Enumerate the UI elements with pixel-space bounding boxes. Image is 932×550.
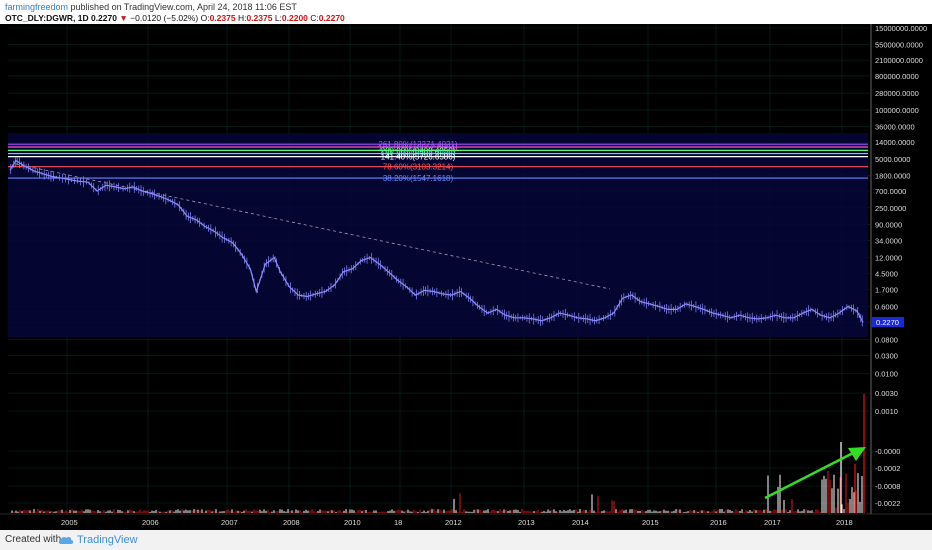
time-tick-label: 2017 [764,518,781,527]
price-tick-label: 280000.0000 [875,89,919,98]
arrow-line [764,450,856,500]
price-tick-label: 1.7000 [875,285,898,294]
fib-level-label: 38.20%(1547.1618) [383,174,454,183]
symbol-label: OTC_DLY:DGWR, 1D [5,13,89,23]
price-tag-box [872,317,904,327]
time-tick-label: 2006 [142,518,159,527]
last-price-tag: 0.2270 [872,317,904,327]
oscillator-tick-label: -0.0022 [875,499,900,508]
fib-level-label: 200.00%(8409.4350) [381,146,456,155]
last-price: 0.2270 [90,13,117,23]
price-tick-label: 36000.0000 [875,123,915,132]
open-label: O: [200,13,210,23]
oscillator-tick-label: -0.0002 [875,464,900,473]
time-axis[interactable]: 2005 2006 2007 2008 2010 18 2012 2013 2014 2015 20… [61,518,853,527]
fib-level-label: 78.60%(3103.3214) [383,163,454,172]
time-tick-label: 2014 [572,518,589,527]
author-link[interactable]: farmingfreedom [5,2,69,12]
time-tick-label: 2005 [61,518,78,527]
price-tick-label: 800000.0000 [875,72,919,81]
price-tick-label: 100000.0000 [875,106,919,115]
price-tick-label: 0.0030 [875,389,898,398]
price-tick-label: 2100000.0000 [875,56,923,65]
price-change: −0.0120 (−5.02%) [130,13,199,23]
high-label: H: [237,13,247,23]
price-tick-label: 15000000.0000 [875,24,927,33]
price-tick-label: 0.6000 [875,302,898,311]
price-tick-label: 0.0800 [875,335,898,344]
price-tick-label: 700.0000 [875,187,906,196]
time-tick-label: 2013 [518,518,535,527]
time-tick-label: 18 [394,518,402,527]
price-tick-label: 1800.0000 [875,172,910,181]
tradingview-brand: TradingView [77,534,138,546]
fib-retracement[interactable]: 161.80%(10352.6884)261.80%(12271.4021)20… [8,140,868,183]
price-tick-label: 4.5000 [875,270,898,279]
tradingview-logo[interactable]: TradingView [58,532,138,548]
close-value: 0.2270 [318,13,345,23]
price-tick-label: 0.0100 [875,369,898,378]
symbol-info: OTC_DLY:DGWR, 1D 0.2270 ▼ −0.0120 (−5.02… [5,13,345,23]
price-tick-label: 90.0000 [875,221,902,230]
time-tick-label: 2018 [836,518,853,527]
price-axis[interactable]: 15000000.0000 5500000.0000 2100000.0000 800… [875,24,927,416]
oscillator-tick-label: -0.0008 [875,482,900,491]
created-with-label: Created with [5,534,62,545]
arrow-annotation[interactable] [764,447,866,500]
publish-info: farmingfreedom published on TradingView.… [5,2,297,12]
footer: Created with TradingView [0,530,932,550]
price-series [9,156,864,327]
price-tick-label: 5500000.0000 [875,40,923,49]
low-label: L: [274,13,282,23]
open-value: 0.2375 [209,13,236,23]
time-tick-label: 2012 [445,518,462,527]
low-value: 0.2200 [281,13,308,23]
chart-area[interactable]: 161.80%(10352.6884) 261.80%(12271.4021) 20… [0,24,932,530]
fib-level-label: 161.80%(10352.6884) [378,143,458,152]
published-text: published on TradingView.com, April 24, … [70,2,297,12]
price-tick-label: 34.0000 [875,236,902,245]
price-tick-label: 14000.0000 [875,138,915,147]
time-tick-label: 2016 [710,518,727,527]
chart-header: farmingfreedom published on TradingView.… [0,0,932,24]
arrow-head-icon [848,447,866,461]
time-tick-label: 2010 [344,518,361,527]
oscillator-tick-label: -0.0000 [875,447,900,456]
price-tick-label: 5000.0000 [875,155,910,164]
time-tick-label: 2007 [221,518,238,527]
down-triangle-icon: ▼ [119,13,128,23]
cloud-icon [58,536,74,544]
time-tick-label: 2015 [642,518,659,527]
price-tick-label: 12.0000 [875,253,902,262]
fib-level-label: 261.80%(12271.4021) [378,140,458,149]
close-label: C: [310,13,319,23]
time-tick-label: 2008 [283,518,300,527]
volume-bars [11,394,865,513]
oscillator-axis[interactable]: -0.0000 -0.0002 -0.0008 -0.0022 [875,447,900,508]
trend-line[interactable] [15,163,611,290]
price-tick-label: 250.0000 [875,204,906,213]
chart-canvas[interactable]: 161.80%(10352.6884)261.80%(12271.4021)20… [0,24,932,530]
price-tag-label: 0.2270 [876,318,899,327]
price-tick-label: 0.0300 [875,351,898,360]
fib-level-label: 141.40%(5726.6586) [381,153,456,162]
price-tick-label: 0.0010 [875,407,898,416]
high-value: 0.2375 [246,13,273,23]
fib-level-label: 161.80%(6909.9560) [381,150,456,159]
